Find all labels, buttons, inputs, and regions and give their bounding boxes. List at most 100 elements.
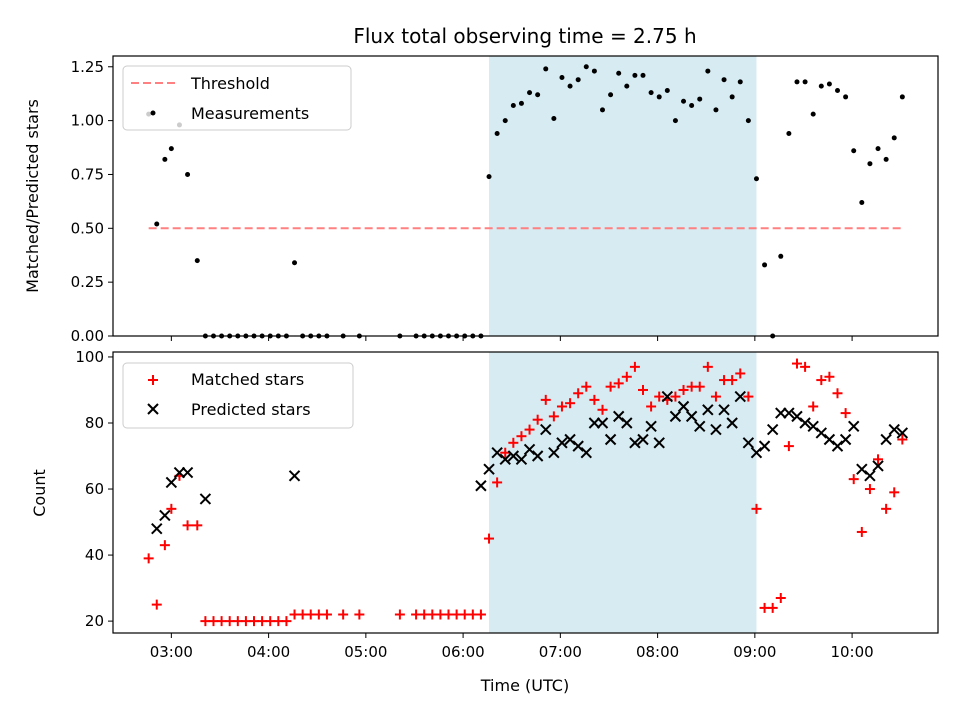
measurement-point: [891, 135, 897, 141]
measurement-point: [883, 156, 889, 162]
predicted-star-marker: [523, 443, 536, 456]
top-y-tick-label: 0.00: [71, 327, 104, 345]
bottom-y-axis: 20 40 60 80 100: [75, 348, 113, 630]
matched-stars-points: [143, 358, 908, 627]
measurement-point: [899, 94, 905, 100]
predicted-star-marker: [702, 404, 714, 416]
measurement-point: [648, 90, 654, 96]
matched-star-marker: [516, 431, 527, 442]
bottom-legend: Matched stars Predicted stars: [122, 362, 354, 429]
matched-star-marker: [800, 361, 811, 372]
measurement-point: [859, 199, 865, 205]
legend-measurements-label: Measurements: [191, 104, 309, 123]
predicted-star-marker: [588, 417, 601, 429]
matched-star-marker: [864, 484, 875, 495]
matched-star-marker: [873, 454, 884, 465]
matched-star-marker: [166, 503, 177, 514]
matched-star-marker: [492, 477, 503, 488]
measurement-point: [194, 258, 200, 264]
measurement-point: [510, 103, 516, 109]
predicted-star-marker: [572, 440, 584, 452]
predicted-star-marker: [499, 453, 511, 466]
predicted-star-marker: [173, 466, 186, 479]
measurement-point: [591, 68, 597, 74]
predicted-stars-points: [151, 390, 909, 535]
matched-star-marker: [881, 503, 892, 514]
predicted-star-marker: [823, 433, 836, 446]
matched-star-marker: [484, 533, 495, 544]
bottom-y-tick-label: 40: [85, 546, 104, 564]
measurement-points: [146, 64, 905, 339]
x-tick-label: 09:00: [733, 643, 776, 661]
measurement-point: [185, 171, 191, 177]
matched-star-marker: [151, 599, 162, 610]
matched-star-marker: [832, 388, 843, 399]
matched-star-marker: [597, 404, 608, 415]
measurement-point: [818, 83, 824, 89]
predicted-star-marker: [151, 522, 163, 535]
predicted-star-marker: [621, 417, 633, 429]
predicted-star-marker: [159, 509, 171, 522]
predicted-star-marker: [645, 420, 657, 433]
measurement-point: [632, 72, 638, 78]
matched-star-marker: [743, 391, 754, 402]
predicted-star-marker: [734, 390, 746, 403]
measurement-point: [778, 253, 784, 259]
measurement-point: [575, 77, 581, 83]
measurement-point: [154, 221, 160, 227]
x-tick-label: 06:00: [441, 643, 484, 661]
bottom-y-tick-label: 60: [85, 480, 104, 498]
matched-star-marker: [702, 361, 713, 372]
predicted-star-marker: [872, 460, 884, 472]
measurement-point: [616, 70, 622, 76]
predicted-star-marker: [799, 417, 811, 429]
measurement-point: [502, 118, 508, 124]
matched-star-marker: [573, 388, 584, 399]
predicted-star-marker: [669, 410, 682, 423]
measurement-point: [689, 103, 695, 109]
measurement-point: [745, 118, 751, 124]
matched-star-marker: [848, 474, 859, 485]
measurement-point: [624, 83, 630, 89]
matched-star-marker: [192, 520, 203, 531]
top-axes-frame: [112, 55, 939, 337]
matched-star-marker: [646, 401, 657, 412]
predicted-star-marker: [815, 427, 828, 439]
measurement-point: [835, 87, 841, 93]
predicted-star-marker: [758, 440, 771, 452]
predicted-star-marker: [475, 480, 487, 492]
measurement-point: [162, 156, 168, 162]
measurement-point: [737, 79, 743, 85]
top-y-tick-label: 0.25: [71, 273, 104, 291]
matched-star-marker: [767, 602, 778, 613]
measurement-point: [867, 161, 873, 167]
predicted-star-marker: [515, 453, 528, 466]
measurement-point: [567, 83, 573, 89]
matched-star-marker: [321, 609, 332, 620]
predicted-star-marker: [848, 420, 860, 433]
legend-matched-swatch: [148, 375, 158, 385]
matched-star-marker: [475, 609, 486, 620]
matched-star-marker: [775, 592, 786, 603]
bottom-y-axis-label: Count: [30, 469, 49, 517]
measurement-point: [843, 94, 849, 100]
matched-star-marker: [840, 408, 851, 419]
predicted-star-marker: [839, 433, 852, 446]
measurement-point: [583, 64, 589, 70]
predicted-star-marker: [507, 450, 520, 462]
predicted-star-marker: [888, 423, 900, 436]
measurement-point: [640, 72, 646, 78]
top-y-tick-label: 1.25: [71, 58, 104, 76]
x-axis-label: Time (UTC): [480, 676, 569, 695]
matched-star-marker: [182, 520, 193, 531]
matched-star-marker: [727, 375, 738, 386]
predicted-star-marker: [856, 463, 868, 475]
top-y-tick-label: 0.75: [71, 165, 104, 183]
measurement-point: [762, 262, 768, 268]
matched-star-marker: [621, 371, 632, 382]
matched-star-marker: [638, 384, 649, 395]
predicted-star-marker: [726, 417, 738, 429]
measurement-point: [168, 146, 174, 152]
measurement-point: [753, 176, 759, 182]
